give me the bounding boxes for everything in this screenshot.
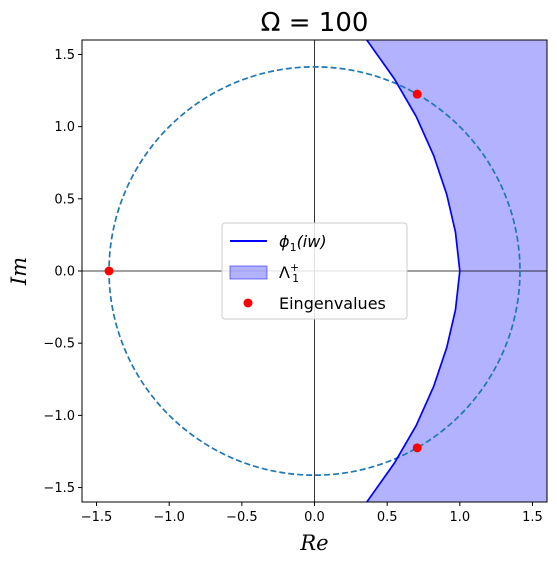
legend-label-phi: ϕ1(iw) [279,232,327,254]
x-tick-label: −0.5 [226,510,258,525]
legend-box [221,222,408,320]
y-tick-label: 1.0 [54,120,75,135]
x-tick-label: 1.5 [522,510,543,525]
x-tick-label: 0.5 [377,510,398,525]
x-axis: −1.5 −1.0 −0.5 0.0 0.5 1.0 1.5 [81,502,543,525]
y-tick-label: 0.5 [54,192,75,207]
y-tick-label: −0.5 [43,337,75,352]
legend-area-swatch [229,265,268,280]
eigenvalue-point [412,443,422,453]
phi-curve [366,40,461,502]
y-tick-label: −1.0 [43,409,75,424]
legend-label-lambda: Λ+ 1 [279,261,299,285]
chart-title: Ω = 100 [261,8,369,38]
x-tick-label: 0.0 [304,510,325,525]
lambda-region [366,40,547,502]
y-tick-label: 1.5 [54,48,75,63]
eigenvalue-point [412,89,422,99]
y-axis: −1.5 −1.0 −0.5 0.0 0.5 1.0 1.5 [43,48,82,496]
legend-label-eigenvalues: Eingenvalues [279,294,386,313]
eigenvalue-point [104,266,114,276]
y-axis-label: Im [7,257,31,286]
y-tick-label: 0.0 [54,265,75,280]
x-axis-label: Re [299,531,328,555]
x-tick-label: 1.0 [449,510,470,525]
legend-point-swatch [243,298,253,308]
x-tick-label: −1.5 [81,510,113,525]
y-tick-label: −1.5 [43,481,75,496]
x-tick-label: −1.0 [153,510,185,525]
legend: ϕ1(iw) Λ+ 1 Eingenvalues [221,222,408,320]
